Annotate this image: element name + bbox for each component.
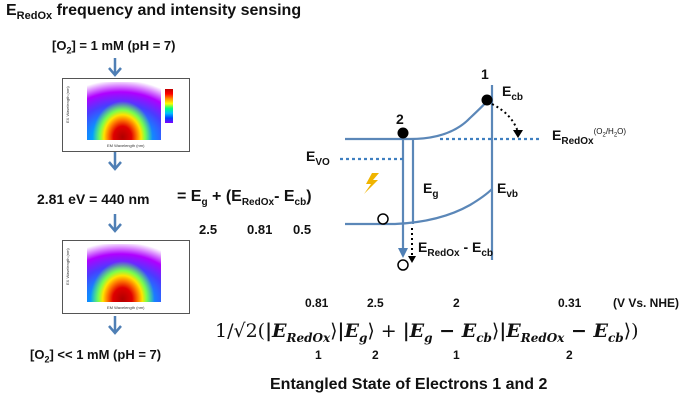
- formula-bottom-value-2: 2: [372, 348, 379, 362]
- light-bolt-icon: [364, 173, 379, 194]
- down-arrow-2: [108, 152, 122, 171]
- formula-bottom-value-1: 1: [315, 348, 322, 362]
- heatmap-bottom-xlabel: EM Wavelength (nm): [107, 305, 145, 310]
- electron-1-label: 1: [481, 66, 489, 82]
- condition-top: [O2] = 1 mM (pH = 7): [52, 38, 176, 56]
- ecb-label: Ecb: [502, 83, 524, 103]
- hole-2: [397, 259, 409, 271]
- condition-bottom: [O2] << 1 mM (pH = 7): [30, 347, 162, 365]
- heatmap-bottom-plot: [87, 244, 161, 302]
- transfer-arrow-2-head: [408, 256, 416, 263]
- evo-label: EVO: [306, 148, 330, 168]
- heatmap-top-xlabel: EM Wavelength (nm): [107, 143, 145, 148]
- eq-value-eg: 2.5: [199, 222, 218, 237]
- formula-top-value-1: 0.81: [305, 296, 329, 310]
- band-diagram: [340, 85, 540, 271]
- heatmap-top: EX Wavelength (nm) EM Wavelength (nm): [62, 78, 190, 152]
- arrow-head-down: [398, 248, 408, 258]
- electron-2: [397, 127, 409, 139]
- heatmap-bottom: EX Wavelength (nm) EM Wavelength (nm): [62, 240, 190, 314]
- formula-units: (V Vs. NHE): [613, 296, 680, 310]
- eq-value-cb: 0.5: [293, 222, 312, 237]
- electron-2-label: 2: [396, 111, 404, 127]
- down-arrow-3: [108, 214, 122, 233]
- evb-label: Evb: [497, 180, 519, 200]
- entangled-state-formula: 1/√2(|ERedOx⟩|Eg⟩ + |Eg − Ecb⟩|ERedOx − …: [215, 320, 639, 345]
- eq-value-redox: 0.81: [247, 222, 273, 237]
- heatmap-top-plot: [87, 82, 161, 140]
- eg-equation: = Eg + (ERedOx- Ecb): [177, 188, 312, 209]
- hole-1: [377, 213, 389, 225]
- valence-band-line: [345, 188, 493, 226]
- formula-top-value-3: 2: [453, 296, 460, 310]
- figure-title: ERedOx frequency and intensity sensing: [6, 2, 302, 23]
- eg-label: Eg: [423, 180, 439, 200]
- eredox-minus-ecb-label: ERedOx - Ecb: [418, 239, 494, 259]
- entangled-state-caption: Entangled State of Electrons 1 and 2: [270, 376, 548, 393]
- eredox-label: ERedOx(O2/H2O): [552, 127, 627, 147]
- heatmap-top-colorbar: [165, 89, 173, 123]
- formula-top-value-4: 0.31: [558, 296, 582, 310]
- formula-bottom-value-3: 1: [453, 348, 460, 362]
- formula-top-value-2: 2.5: [367, 296, 384, 310]
- energy-equation: 2.81 eV = 440 nm: [37, 191, 150, 207]
- transfer-arrow-1: [491, 103, 519, 133]
- down-arrow-4: [108, 316, 122, 335]
- conduction-band-line: [345, 95, 493, 141]
- transfer-arrow-1-head: [513, 130, 523, 138]
- down-arrow-1: [108, 58, 122, 77]
- formula-bottom-value-4: 2: [566, 348, 573, 362]
- electron-1: [481, 94, 493, 106]
